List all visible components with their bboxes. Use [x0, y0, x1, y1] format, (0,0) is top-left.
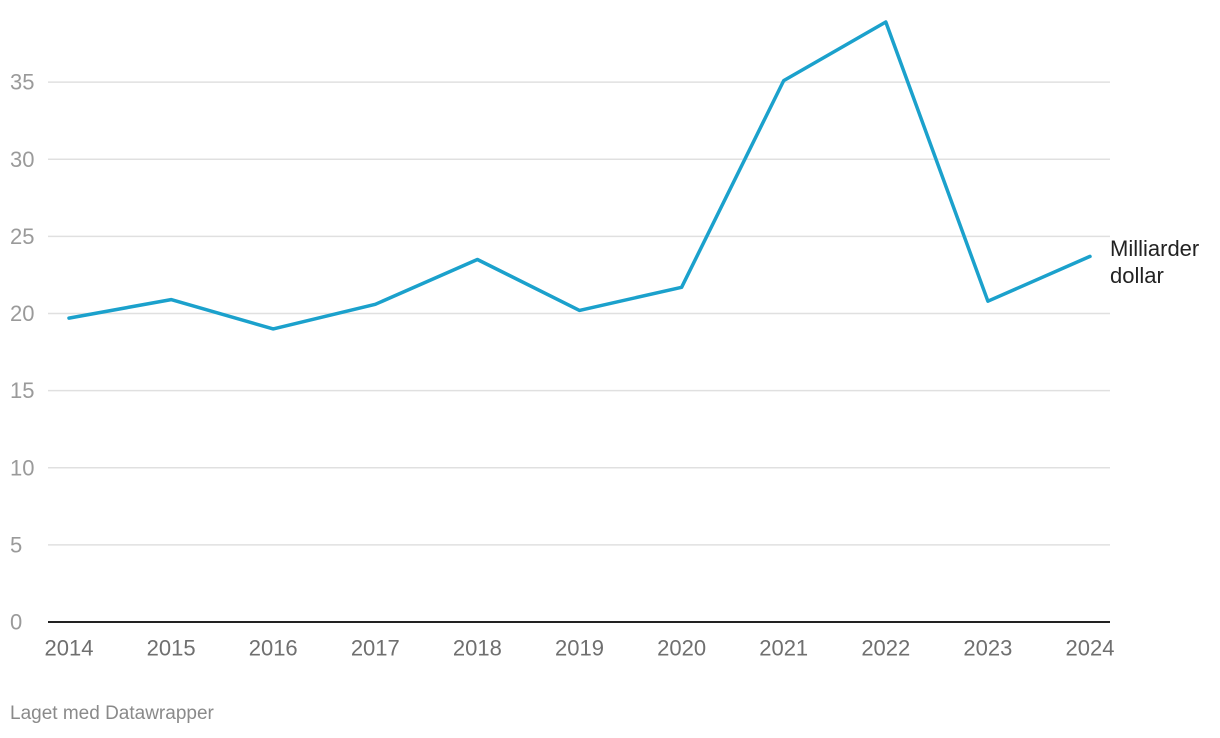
series-label-line: Milliarder — [1110, 236, 1199, 261]
y-tick-label: 0 — [10, 610, 22, 635]
x-tick-label: 2016 — [249, 636, 298, 661]
x-tick-label: 2021 — [759, 636, 808, 661]
y-tick-label: 30 — [10, 147, 34, 172]
series-group — [67, 20, 1092, 331]
x-tick-label: 2018 — [453, 636, 502, 661]
series-line — [67, 20, 1092, 331]
x-axis-ticks: 2014 2015 2016 2017 2018 2019 2020 2021 2022 2023… — [45, 636, 1115, 661]
y-tick-label: 15 — [10, 378, 34, 403]
y-axis-ticks: 0 5 10 15 20 25 30 35 — [10, 70, 34, 635]
x-tick-label: 2014 — [45, 636, 94, 661]
y-gridlines — [48, 81, 1110, 546]
x-tick-label: 2020 — [657, 636, 706, 661]
footer-credit: Laget med Datawrapper — [10, 703, 214, 724]
x-tick-label: 2019 — [555, 636, 604, 661]
series-end-label: Milliarder dollar — [1110, 236, 1199, 288]
x-tick-label: 2023 — [963, 636, 1012, 661]
y-tick-label: 5 — [10, 532, 22, 557]
x-tick-label: 2017 — [351, 636, 400, 661]
x-tick-label: 2015 — [147, 636, 196, 661]
x-tick-label: 2024 — [1066, 636, 1115, 661]
y-tick-label: 20 — [10, 301, 34, 326]
series-labels: Milliarder dollar — [1110, 236, 1199, 288]
series-label-line: dollar — [1110, 263, 1164, 288]
y-tick-label: 10 — [10, 455, 34, 480]
y-tick-label: 35 — [10, 70, 34, 95]
x-tick-label: 2022 — [861, 636, 910, 661]
y-tick-label: 25 — [10, 224, 34, 249]
